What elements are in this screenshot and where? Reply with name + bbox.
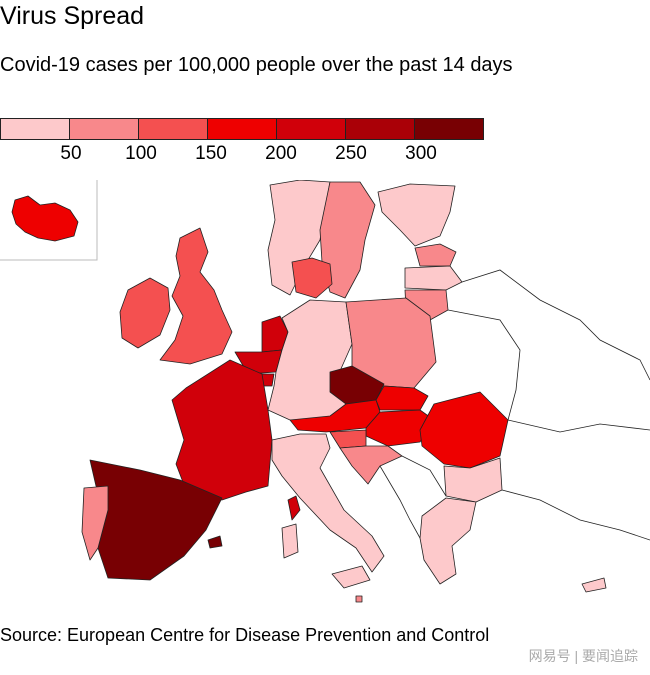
region-portugal — [81, 485, 109, 561]
region-romania — [419, 391, 509, 469]
region-sweden — [319, 181, 376, 299]
chart-title: Virus Spread — [0, 2, 145, 30]
region-malta — [355, 595, 363, 603]
legend-swatch-5 — [345, 118, 415, 140]
region-latvia — [404, 265, 463, 291]
iceland-inset — [0, 180, 98, 261]
legend-swatch-0 — [0, 118, 70, 140]
region-iceland — [11, 195, 79, 242]
legend-swatch-3 — [207, 118, 277, 140]
legend-swatch-2 — [138, 118, 208, 140]
legend-bar — [0, 118, 484, 142]
region-croatia — [339, 445, 403, 485]
region-france — [171, 359, 273, 501]
legend-tick: 250 — [335, 143, 367, 164]
watermark: 网易号 | 要闻追踪 — [528, 648, 638, 664]
legend-swatch-4 — [276, 118, 346, 140]
region-corsica — [287, 495, 301, 521]
region-finland — [377, 183, 456, 247]
non-member-borders — [379, 269, 650, 541]
legend-tick: 200 — [265, 143, 297, 164]
region-slovakia — [375, 385, 429, 411]
europe-map — [0, 180, 650, 603]
region-sicily — [331, 565, 371, 589]
legend-tick: 50 — [60, 143, 82, 164]
legend-tick: 100 — [125, 143, 157, 164]
region-greece — [419, 497, 477, 585]
legend-tick: 150 — [195, 143, 227, 164]
legend-swatch-6 — [414, 118, 484, 140]
region-united-kingdom — [159, 227, 233, 365]
region-ireland — [119, 277, 171, 349]
source-note: Source: European Centre for Disease Prev… — [0, 625, 490, 645]
legend-ticks: 50 100 150 200 250 300 — [0, 143, 500, 167]
region-denmark — [291, 257, 333, 299]
region-estonia — [414, 243, 457, 267]
region-slovenia — [329, 429, 367, 449]
region-sardinia — [281, 523, 299, 559]
legend-swatch-1 — [69, 118, 139, 140]
region-cyprus — [581, 577, 607, 593]
region-balearic-islands — [207, 535, 223, 549]
region-italy — [271, 433, 385, 573]
chart-subtitle: Covid-19 cases per 100,000 people over t… — [0, 54, 513, 76]
color-legend — [0, 118, 500, 142]
legend-tick: 300 — [405, 143, 437, 164]
region-hungary — [365, 409, 435, 447]
